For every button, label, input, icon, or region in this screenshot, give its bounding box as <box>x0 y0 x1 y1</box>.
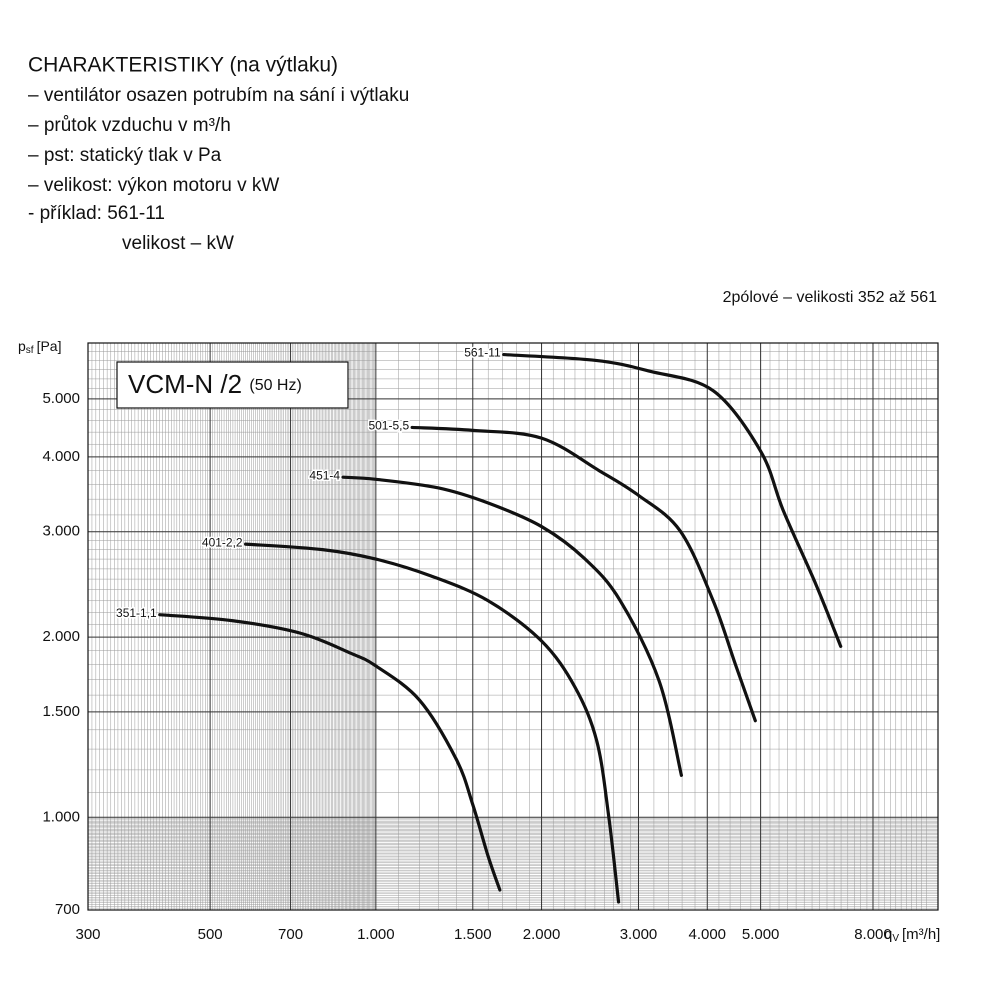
grid <box>87 343 938 911</box>
y-tick-label: 700 <box>55 901 80 918</box>
model-label: VCM-N /2 (50 Hz) <box>128 369 302 399</box>
x-tick-label: 700 <box>278 926 303 943</box>
curves: 351-1,1 401-2,2 451-4 501-5,5 561-11 <box>115 344 843 904</box>
y-label-unit: [Pa] <box>37 338 62 354</box>
model-box <box>116 361 349 409</box>
header-title: CHARAKTERISTIKY (na výtlaku) <box>28 54 338 77</box>
header-line: – ventilátor osazen potrubím na sání i v… <box>28 85 409 106</box>
y-tick-label: 2.000 <box>42 628 80 645</box>
x-tick-label: 5.000 <box>742 926 780 943</box>
x-tick-label: 1.000 <box>357 926 395 943</box>
y-tick-label: 5.000 <box>42 390 80 407</box>
y-label-sub: sf <box>26 345 34 356</box>
y-tick-label: 1.500 <box>42 703 80 720</box>
annotation: 2pólové – velikosti 352 až 561 <box>723 289 937 306</box>
y-axis-label: psf [Pa] <box>18 338 61 356</box>
curve <box>502 352 843 648</box>
x-tick-label: 1.500 <box>454 926 492 943</box>
curve-label: 501-5,5 <box>368 419 409 433</box>
header-line: – velikost: výkon motoru v kW <box>28 175 279 196</box>
x-tick-label: 300 <box>75 926 100 943</box>
model-name: VCM-N /2 <box>128 369 242 399</box>
y-label-main: p <box>18 338 26 354</box>
curve-label: 561-11 <box>464 346 501 360</box>
x-axis-label: qV [m³/h] <box>884 926 940 944</box>
x-label-main: q <box>884 926 892 943</box>
header-line: – průtok vzduchu v m³/h <box>28 115 231 136</box>
curve-label: 451-4 <box>309 468 340 482</box>
curve-label: 351-1,1 <box>116 606 157 620</box>
x-label-sub: V <box>892 933 899 944</box>
curve <box>244 542 621 904</box>
plot-frame <box>87 342 939 911</box>
x-tick-label: 2.000 <box>523 926 561 943</box>
x-tick-label: 8.000 <box>854 926 892 943</box>
curve <box>341 475 684 777</box>
header-line: - příklad: 561-11 <box>28 203 165 224</box>
x-tick-label: 3.000 <box>620 926 658 943</box>
header-note: velikost – kW <box>122 233 234 254</box>
x-tick-label: 4.000 <box>688 926 726 943</box>
x-label-unit: [m³/h] <box>902 926 940 943</box>
y-tick-label: 4.000 <box>42 448 80 465</box>
y-tick-label: 3.000 <box>42 523 80 540</box>
curve-label: 401-2,2 <box>202 535 243 549</box>
y-tick-label: 1.000 <box>42 808 80 825</box>
curve <box>158 613 502 892</box>
model-frequency: (50 Hz) <box>249 377 301 394</box>
x-tick-label: 500 <box>198 926 223 943</box>
header-line: – pst: statický tlak v Pa <box>28 145 222 166</box>
curve <box>410 425 757 723</box>
